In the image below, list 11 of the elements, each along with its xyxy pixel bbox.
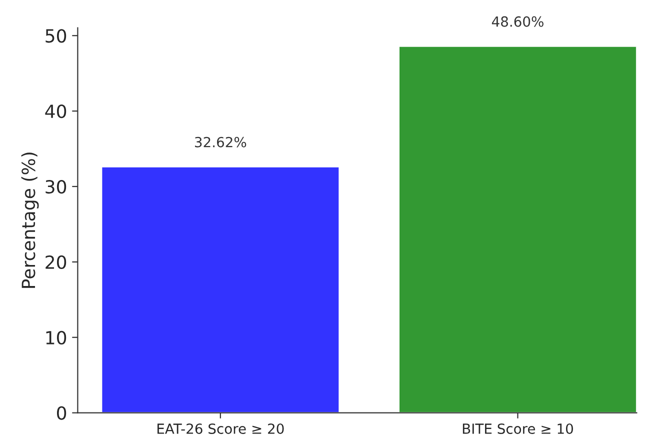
data-label: 32.62%: [195, 136, 246, 148]
y-tick-label: 50: [46, 29, 66, 43]
y-tick-label: 10: [46, 330, 66, 344]
y-tick-label: 30: [46, 180, 66, 194]
y-tick-label: 40: [45, 104, 66, 118]
y-axis-title: Percentage (%): [21, 152, 39, 288]
data-label: 48.60%: [492, 16, 544, 27]
x-tick-label: BITE Score ≥ 10: [462, 423, 573, 434]
x-tick-label: EAT-26 Score ≥ 20: [158, 423, 284, 434]
y-tick-label: 20: [46, 255, 66, 270]
y-tick-label: 0: [56, 406, 66, 420]
